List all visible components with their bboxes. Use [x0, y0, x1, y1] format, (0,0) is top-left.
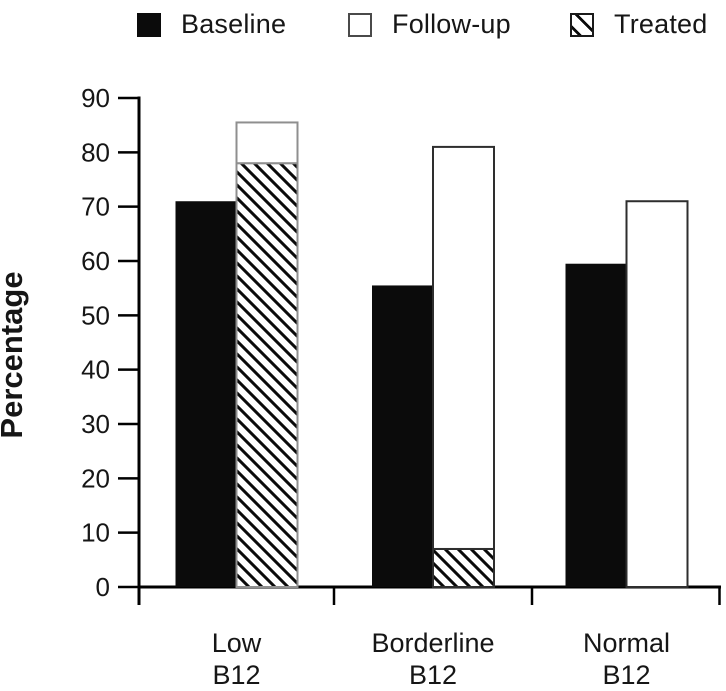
y-tick-label: 70 — [81, 192, 110, 222]
legend-label-treated: Treated — [614, 9, 708, 39]
y-tick-label: 60 — [81, 246, 110, 276]
y-axis-title: Percentage — [0, 271, 29, 438]
treated-bar-segment-borderline — [432, 547, 495, 589]
x-category-sublabel-borderline: B12 — [409, 660, 457, 690]
legend-item-followup: Follow-up — [348, 9, 511, 39]
x-category-label-low: Low — [212, 628, 262, 658]
legend-label-baseline: Baseline — [181, 9, 287, 39]
y-tick-label: 80 — [81, 137, 110, 167]
y-tick-label: 10 — [81, 518, 110, 548]
x-category-label-normal: Normal — [583, 628, 670, 658]
treated-swatch-icon — [570, 12, 594, 37]
legend-label-followup: Follow-up — [392, 9, 511, 39]
y-tick-label: 20 — [81, 463, 110, 493]
y-tick-label: 50 — [81, 300, 110, 330]
y-tick-label: 90 — [81, 83, 110, 113]
x-category-sublabel-normal: B12 — [602, 660, 650, 690]
y-tick-label: 40 — [81, 355, 110, 385]
x-category-label-borderline: Borderline — [371, 628, 494, 658]
baseline-bar-normal — [565, 263, 627, 587]
legend-item-treated: Treated — [570, 9, 708, 39]
y-tick-label: 0 — [96, 572, 110, 602]
y-tick-label: 30 — [81, 409, 110, 439]
followup-bar-segment-borderline — [432, 145, 495, 550]
x-category-sublabel-low: B12 — [212, 660, 260, 690]
baseline-bar-low — [175, 201, 237, 587]
followup-bar-segment-normal — [625, 200, 689, 588]
treated-bar-segment-low — [235, 162, 299, 588]
followup-swatch-icon — [348, 12, 372, 37]
baseline-bar-borderline — [372, 285, 433, 587]
legend-item-baseline: Baseline — [137, 9, 287, 39]
chart-legend: Baseline Follow-up Treated — [0, 9, 726, 41]
baseline-swatch-icon — [137, 12, 161, 37]
followup-bar-segment-low — [235, 121, 299, 165]
